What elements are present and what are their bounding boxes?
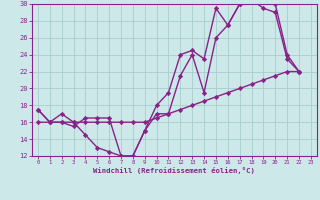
X-axis label: Windchill (Refroidissement éolien,°C): Windchill (Refroidissement éolien,°C): [93, 167, 255, 174]
